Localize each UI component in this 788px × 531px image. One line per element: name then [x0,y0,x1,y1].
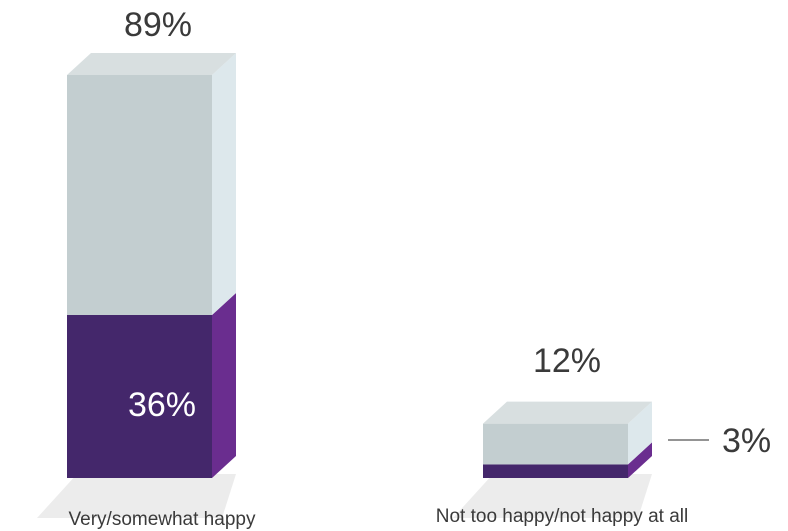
segment-label-very-somewhat-happy: 36% [128,386,196,424]
total-label-not-too-happy: 12% [533,342,601,380]
total-label-very-somewhat-happy: 89% [124,6,192,44]
bar-side-very-somewhat-happy-0 [212,292,236,478]
labels: 89% 36% 12% 3% Very/somewhat happy Not t… [69,6,772,530]
bar-front-not-too-happy-1 [483,423,628,465]
bar-segment-very-somewhat-happy-0 [67,292,236,478]
bars [67,53,652,478]
category-label-not-too-happy: Not too happy/not happy at all [436,506,688,527]
bar-side-not-too-happy-0 [628,442,652,478]
category-label-very-somewhat-happy: Very/somewhat happy [69,509,256,530]
bar-front-not-too-happy-0 [483,464,628,478]
bar-top-not-too-happy [483,401,652,424]
floor-shadows [37,474,652,518]
bar-side-very-somewhat-happy-1 [212,53,236,315]
bar-front-very-somewhat-happy-0 [67,314,212,478]
bar-segment-not-too-happy-0 [483,442,652,478]
bar-segment-very-somewhat-happy-1 [67,53,236,315]
bar-top-very-somewhat-happy [67,53,236,75]
bar-front-very-somewhat-happy-1 [67,75,212,315]
bar-side-not-too-happy-1 [628,401,652,465]
bar-segment-not-too-happy-1 [483,401,652,465]
floor-shadow-not-too-happy [453,474,652,518]
floor-shadow-very-somewhat-happy [37,474,236,518]
segment-label-not-too-happy: 3% [722,422,771,460]
